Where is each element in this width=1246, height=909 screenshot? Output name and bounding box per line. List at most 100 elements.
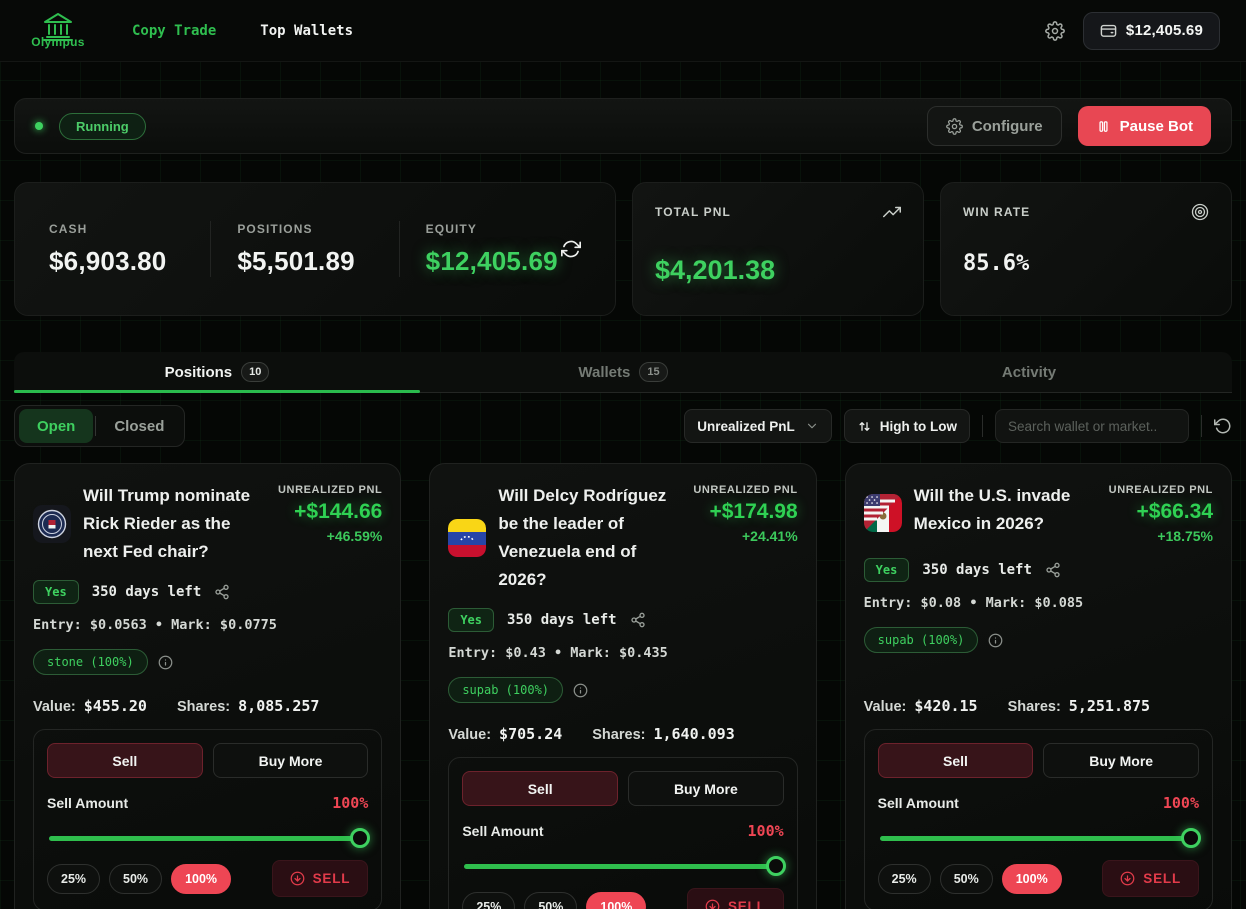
unrealized-pnl-label: UNREALIZED PNL [693, 484, 798, 496]
top-navbar: Olympus Copy Trade Top Wallets $12,405.6… [0, 0, 1246, 62]
share-icon[interactable] [630, 612, 646, 628]
open-closed-toggle: Open Closed [14, 405, 186, 447]
sell-execute-button[interactable]: SELL [686, 888, 784, 909]
nav-copy-trade[interactable]: Copy Trade [132, 22, 217, 39]
reset-filters-icon[interactable] [1214, 417, 1232, 435]
total-pnl-value: $4,201.38 [655, 255, 776, 285]
nav-right: $12,405.69 [1045, 11, 1220, 50]
pause-icon [1096, 119, 1111, 134]
info-icon[interactable] [573, 683, 588, 698]
sell-amount-slider[interactable] [49, 828, 371, 848]
positions-label: POSITIONS [237, 221, 313, 236]
sort-arrows-icon [857, 419, 872, 434]
sell-panel: Sell Buy More Sell Amount 100% 25% 50% 1… [863, 729, 1213, 909]
side-badge: Yes [863, 558, 910, 582]
sell-execute-button[interactable]: SELL [1102, 860, 1199, 897]
total-pnl-card: TOTAL PNL $4,201.38 [632, 182, 924, 316]
sell-execute-button[interactable]: SELL [271, 860, 369, 897]
tab-activity-label: Activity [1001, 363, 1057, 381]
shares-label: Shares: [176, 699, 231, 715]
slider-thumb[interactable] [765, 856, 786, 876]
arrow-down-circle-icon [1120, 871, 1135, 886]
sort-field-dropdown[interactable]: Unrealized PnL [684, 409, 832, 443]
quick-50-button[interactable]: 50% [939, 863, 993, 894]
share-icon[interactable] [1045, 562, 1061, 578]
entry-mark-line: Entry: $0.0563 • Mark: $0.0775 [33, 617, 277, 633]
slider-thumb[interactable] [1181, 828, 1201, 848]
bot-status-bar: Running Configure Pause Bot [14, 98, 1232, 154]
sell-panel: Sell Buy More Sell Amount 100% 25% 50% 1… [448, 757, 798, 909]
tab-wallets-label: Wallets [578, 363, 631, 381]
days-left: 350 days left [507, 612, 617, 628]
sort-field-value: Unrealized PnL [697, 418, 795, 434]
market-title: Will Delcy Rodríguez be the leader of Ve… [498, 486, 667, 589]
wallet-allocation-badge: supab (100%) [863, 627, 979, 653]
sell-tab-button[interactable]: Sell [462, 771, 618, 806]
brand-logo[interactable]: Olympus [26, 12, 90, 49]
quick-50-button[interactable]: 50% [109, 863, 163, 894]
sell-tab-button[interactable]: Sell [47, 743, 203, 778]
filter-row: Open Closed Unrealized PnL High to Low [14, 405, 1232, 447]
filter-open-button[interactable]: Open [19, 409, 94, 443]
info-icon[interactable] [158, 655, 173, 670]
quick-25-button[interactable]: 25% [877, 863, 931, 894]
slider-track [879, 835, 1197, 841]
value-amount: $705.24 [499, 725, 563, 743]
buy-more-tab-button[interactable]: Buy More [212, 743, 369, 778]
wallet-allocation-badge: supab (100%) [448, 677, 564, 703]
configure-label: Configure [971, 117, 1043, 135]
buy-more-tab-button[interactable]: Buy More [1043, 743, 1199, 778]
sell-execute-label: SELL [727, 899, 766, 909]
tab-wallets[interactable]: Wallets 15 [420, 352, 826, 392]
sell-panel: Sell Buy More Sell Amount 100% 25% 50% 1… [33, 729, 383, 909]
quick-100-button[interactable]: 100% [171, 863, 232, 894]
days-left: 350 days left [91, 584, 202, 600]
entry-mark-line: Entry: $0.43 • Mark: $0.435 [448, 645, 668, 661]
tab-activity[interactable]: Activity [826, 352, 1232, 392]
sell-amount-label: Sell Amount [47, 795, 129, 811]
win-rate-value: 85.6% [963, 251, 1030, 276]
shares-amount: 5,251.875 [1068, 697, 1151, 715]
quick-50-button[interactable]: 50% [524, 891, 578, 909]
filter-controls: Unrealized PnL High to Low [684, 409, 1232, 443]
shares-label: Shares: [592, 727, 646, 743]
cash-label: CASH [49, 221, 88, 236]
us-mexico-flag-avatar [863, 494, 902, 532]
filter-closed-button[interactable]: Closed [114, 417, 165, 435]
tab-positions-label: Positions [164, 363, 233, 381]
tab-positions[interactable]: Positions 10 [14, 352, 420, 393]
fed-seal-avatar [33, 505, 71, 543]
refresh-icon[interactable] [560, 239, 581, 259]
pause-bot-button[interactable]: Pause Bot [1077, 106, 1211, 146]
side-badge: Yes [33, 580, 79, 604]
settings-gear-icon[interactable] [1045, 20, 1065, 41]
sell-amount-slider[interactable] [464, 856, 786, 876]
quick-100-button[interactable]: 100% [1001, 863, 1062, 894]
sort-direction-button[interactable]: High to Low [843, 409, 970, 443]
positions-metric: POSITIONS $5,501.89 [237, 222, 372, 277]
sell-amount-slider[interactable] [879, 828, 1201, 848]
configure-button[interactable]: Configure [926, 106, 1062, 146]
slider-thumb[interactable] [350, 828, 371, 848]
tab-wallets-count: 15 [639, 362, 668, 382]
shares-amount: 8,085.257 [238, 697, 320, 715]
sort-direction-label: High to Low [879, 418, 957, 434]
nav-top-wallets[interactable]: Top Wallets [260, 22, 354, 39]
sell-tab-button[interactable]: Sell [877, 743, 1034, 778]
share-icon[interactable] [214, 584, 230, 600]
unrealized-pnl-label: UNREALIZED PNL [1108, 484, 1213, 496]
cash-value: $6,903.80 [49, 245, 167, 276]
brand-name: Olympus [31, 35, 85, 49]
quick-25-button[interactable]: 25% [47, 863, 101, 894]
total-pnl-label: TOTAL PNL [655, 205, 731, 219]
buy-more-tab-button[interactable]: Buy More [628, 771, 784, 806]
quick-100-button[interactable]: 100% [586, 891, 647, 909]
arrow-down-circle-icon [705, 899, 720, 909]
wallet-balance-button[interactable]: $12,405.69 [1082, 11, 1220, 50]
equity-value: $12,405.69 [425, 245, 558, 276]
search-input[interactable] [995, 409, 1189, 443]
quick-25-button[interactable]: 25% [462, 891, 516, 909]
equity-metric: EQUITY $12,405.69 [426, 222, 561, 277]
info-icon[interactable] [988, 633, 1003, 648]
wallet-icon [1100, 22, 1117, 39]
